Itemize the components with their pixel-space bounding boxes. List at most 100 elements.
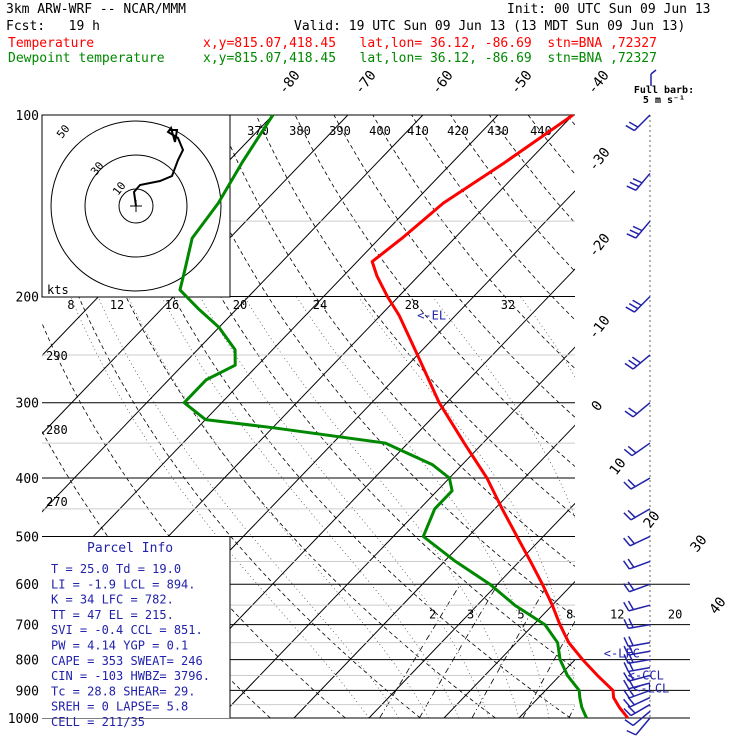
parcel-info-row: K = 34 LFC = 782. [51,593,174,607]
mixing-ratio-line [419,583,499,718]
dry-adiabat [722,115,740,718]
wind-barb-flag [623,679,630,690]
wetbulb-label: 16 [165,298,179,312]
wind-barb [624,402,651,418]
isotherm-line [42,115,424,513]
wind-barb-flag [623,537,631,547]
wind-barb-flag [628,407,638,415]
wind-barb [623,696,651,708]
wind-barb-flag [628,303,639,310]
pressure-tick-label: 900 [16,684,39,699]
wind-barb [623,600,651,612]
hodograph-units: kts [47,283,69,297]
isotherm-label: -60 [429,68,457,98]
parcel-info-row: SREH = 0 LAPSE= 5.8 [51,700,188,714]
wind-barb [624,710,651,727]
dry-adiabat [372,115,575,370]
wind-barb-flag [628,359,638,367]
wind-barb-flag [623,448,633,457]
wind-barb-flag [623,637,630,647]
pressure-tick-label: 800 [16,654,39,669]
wind-barb-staff [631,442,651,457]
theta-label: 410 [407,124,429,138]
wind-barb [626,220,651,239]
wind-barb-flag [623,707,632,717]
wind-barb-staff [629,560,651,570]
wind-barb-flag [627,558,635,568]
isotherm-line [368,502,575,718]
theta-label: 420 [447,124,469,138]
wetbulb-label: 12 [110,298,124,312]
wind-barb-flag [627,509,636,518]
mixing-ratio-label: 12 [610,608,624,622]
dry-adiabat [333,115,575,418]
wind-barb [623,508,651,521]
level-annotations: <-EL<-LFC<-CCL<-LCL [417,308,669,695]
wind-barb-flag [623,481,632,490]
pressure-tick-label: 600 [16,578,39,593]
full-barb-legend: Full barb:5 m s⁻¹ [634,69,694,106]
isotherm-label: 10 [607,455,630,478]
hodograph-ring-label: 30 [88,159,106,177]
wind-barb-flag [628,636,634,646]
dewpoint-profile [178,114,588,719]
wind-barb-flag [626,233,637,239]
mixing-ratio-label: 5 [517,608,524,622]
isotherm-line [669,115,740,718]
theta-label: 400 [369,124,391,138]
wetbulb-label: 28 [405,298,419,312]
isotherm-line [218,346,575,718]
isotherm-label: 40 [707,594,730,617]
wind-barb-staff [635,172,651,191]
wind-barb-flag [625,124,635,132]
dewpoint-location: x,y=815.07,418.45 lat,lon= 36.12, -86.69… [203,51,657,66]
hodograph-ring-label: 50 [54,122,72,140]
wind-barb-staff [635,220,651,239]
wind-barb [623,670,651,682]
wind-barb [623,703,651,717]
pressure-tick-label: 300 [16,397,39,412]
parcel-info-row: CELL = 211/35 [51,715,145,729]
wind-barb-flag [629,229,640,236]
isotherm-label: -30 [586,145,614,175]
wind-barb-flag [622,560,630,570]
moist-adiabat [296,296,550,718]
dry-adiabat [684,115,740,718]
wind-barb-staff [633,114,651,132]
wind-barb-flag [627,600,635,611]
sounding-profiles [178,113,629,719]
init-time: Init: 00 UTC Sun 09 Jun 13 [507,2,711,17]
wind-barb-staff [630,703,651,717]
hodograph-ring [50,120,222,292]
parcel-info-row: TT = 47 EL = 215. [51,608,174,622]
wind-barb-staff [632,710,651,727]
mixing-ratio-label: 8 [566,608,573,622]
parcel-info-title: Parcel Info [87,541,173,556]
wind-barb-flag [627,479,636,488]
model-title: 3km ARW-WRF -- NCAR/MMM [6,2,187,17]
theta-label: 390 [329,124,351,138]
wind-barb-flag [623,698,631,708]
dry-adiabat [566,115,575,126]
isotherm-label: -70 [352,68,380,98]
wind-barb [622,558,651,570]
dry-adiabat [411,115,575,321]
isotherm-label: 0 [589,398,607,414]
theta-label: 430 [487,124,509,138]
valid-time: Valid: 19 UTC Sun 09 Jun 13 (13 MDT Sun … [294,19,686,34]
wind-barb-flag [622,583,630,593]
dry-adiabat [606,115,740,718]
theta-label: 280 [46,423,68,437]
wetbulb-label: 20 [233,298,247,312]
wind-barb [626,717,651,736]
wind-barb-staff [628,641,651,648]
dewpoint-legend-label: Dewpoint temperature [8,51,165,66]
isotherm-label: -10 [586,313,614,343]
wind-barb-staff [629,689,651,699]
wind-barb-flag [627,696,636,706]
pressure-tick-label: 100 [16,109,39,124]
wind-barb [623,442,651,457]
wind-barb-staff [632,354,651,370]
